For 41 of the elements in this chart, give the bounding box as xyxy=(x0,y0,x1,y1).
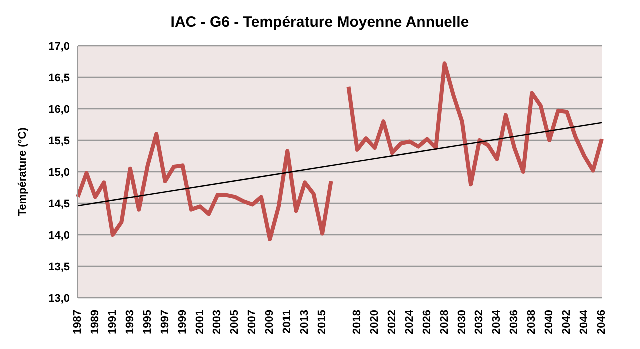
x-tick-label: 2024 xyxy=(404,309,416,334)
x-tick-label: 2018 xyxy=(351,310,364,334)
x-tick-label: 2042 xyxy=(561,310,574,334)
x-tick-label: 2001 xyxy=(194,310,206,334)
x-tick-label: 1989 xyxy=(89,310,102,334)
x-tick-label: 2022 xyxy=(386,310,398,334)
x-tick-label: 2005 xyxy=(229,310,242,334)
x-tick-label: 2015 xyxy=(316,310,329,334)
x-tick-label: 2030 xyxy=(456,310,468,334)
y-tick-label: 14,5 xyxy=(48,198,70,210)
y-tick-label: 15,0 xyxy=(48,166,70,179)
y-tick-label: 16,0 xyxy=(48,104,70,116)
y-tick-label: 13,5 xyxy=(48,261,70,274)
y-tick-label: 13,0 xyxy=(48,292,70,305)
x-tick-label: 2034 xyxy=(491,309,504,334)
x-tick-label: 2009 xyxy=(264,310,276,334)
x-tick-label: 2003 xyxy=(212,310,224,334)
x-tick-label: 2026 xyxy=(421,310,434,334)
x-tick-label: 2028 xyxy=(438,310,451,334)
x-tick-label: 2007 xyxy=(246,310,259,334)
chart-title: IAC - G6 - Température Moyenne Annuelle xyxy=(170,13,470,33)
x-tick-label: 2040 xyxy=(544,310,556,334)
x-tick-label: 2036 xyxy=(508,310,521,334)
y-axis-title: Température (°C) xyxy=(16,127,29,216)
y-tick-label: 15,5 xyxy=(48,135,70,148)
x-tick-label: 1995 xyxy=(142,310,154,334)
x-tick-label: 1999 xyxy=(176,310,189,334)
x-tick-label: 2038 xyxy=(526,310,538,334)
y-tick-label: 14,0 xyxy=(48,230,70,242)
x-tick-label: 2013 xyxy=(299,310,312,334)
x-tick-label: 1997 xyxy=(159,310,172,334)
x-tick-label: 1987 xyxy=(72,310,84,334)
x-tick-label: 1991 xyxy=(106,310,119,334)
y-tick-label: 16,5 xyxy=(48,72,70,84)
x-tick-label: 2011 xyxy=(282,310,294,334)
x-tick-label: 2032 xyxy=(474,310,486,334)
x-tick-label: 2046 xyxy=(596,310,608,334)
y-tick-label: 17,0 xyxy=(48,40,70,53)
x-tick-label: 1993 xyxy=(124,310,136,334)
x-tick-label: 2020 xyxy=(368,310,381,334)
x-tick-label: 2044 xyxy=(578,309,591,334)
